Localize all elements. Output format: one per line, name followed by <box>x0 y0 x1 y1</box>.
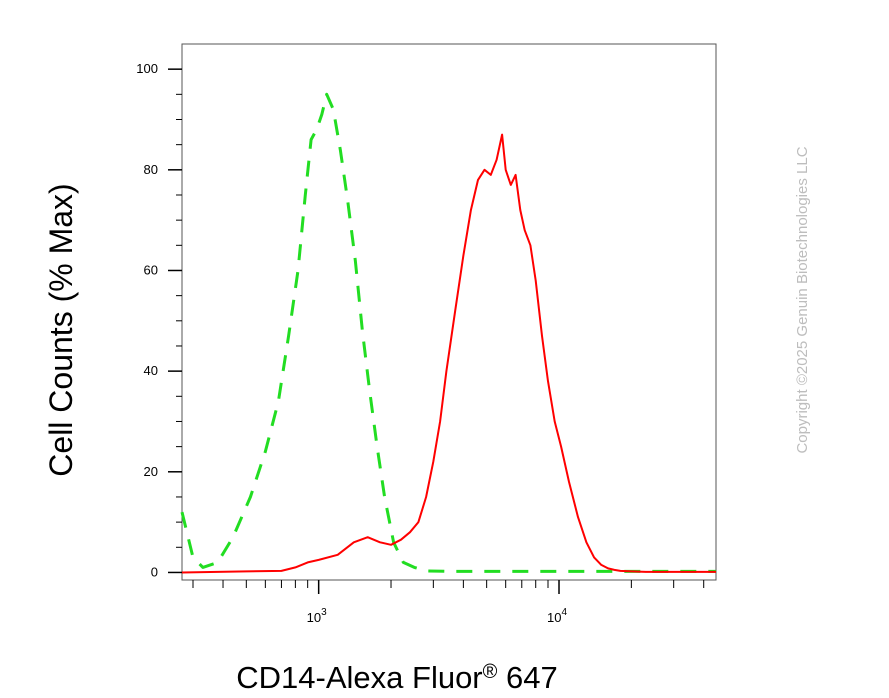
y-axis-title: Cell Counts (% Max) <box>43 183 79 476</box>
y-tick-label: 100 <box>136 61 158 76</box>
y-tick-label: 20 <box>144 464 158 479</box>
series-layer <box>180 92 716 574</box>
x-axis: 103 104 <box>192 580 705 625</box>
plot-frame <box>181 43 717 581</box>
x-tick-label: 104 <box>547 607 567 625</box>
x-tick-label: 103 <box>307 607 327 625</box>
x-axis-title: CD14-Alexa Fluor® 647 <box>236 660 557 695</box>
control-series-line <box>180 92 716 573</box>
copyright-watermark: Copyright ©2025 Genuin Biotechnologies L… <box>794 146 811 453</box>
x-axis-title-main: CD14-Alexa Fluor <box>236 660 482 695</box>
y-axis: 0 20 40 60 80 100 <box>136 61 182 579</box>
y-tick-label: 80 <box>144 162 158 177</box>
x-axis-title-suffix: 647 <box>497 660 557 695</box>
y-tick-label: 0 <box>151 564 158 579</box>
cd14-series-line <box>181 133 716 574</box>
y-tick-label: 40 <box>144 363 158 378</box>
y-tick-label: 60 <box>144 262 158 277</box>
x-axis-title-registered-mark: ® <box>483 661 498 683</box>
